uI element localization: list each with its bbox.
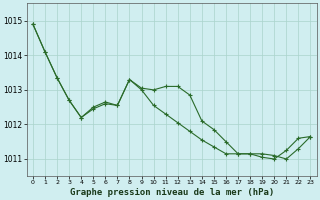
X-axis label: Graphe pression niveau de la mer (hPa): Graphe pression niveau de la mer (hPa) xyxy=(69,188,274,197)
